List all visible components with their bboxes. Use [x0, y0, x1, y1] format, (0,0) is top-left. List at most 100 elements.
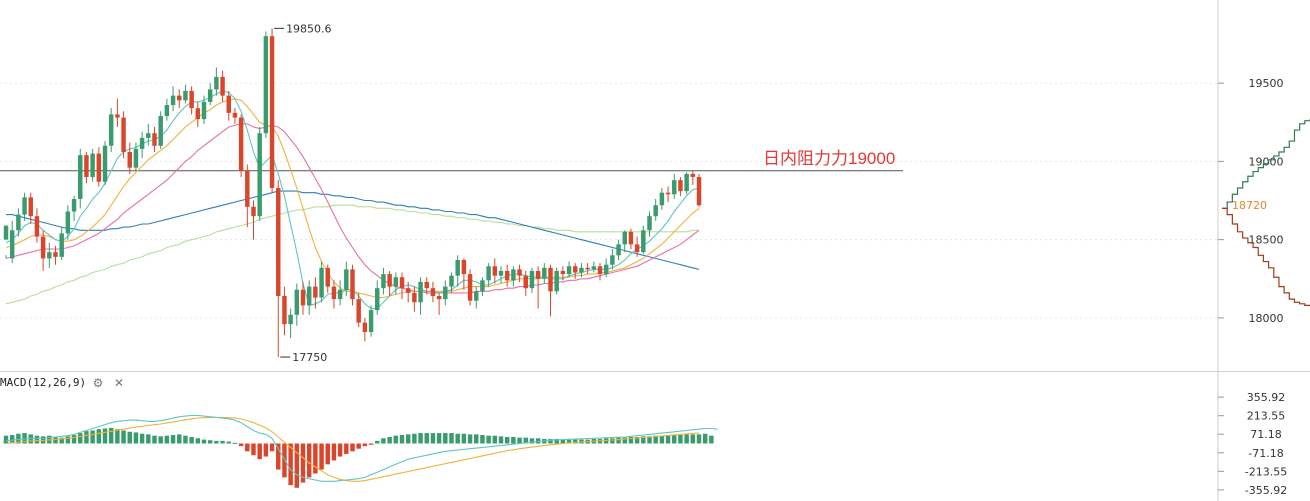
macd-histogram-bar [232, 442, 238, 444]
candle-body [653, 205, 658, 217]
macd-histogram-bar [467, 434, 473, 444]
candle [449, 272, 454, 293]
macd-histogram-bar [189, 436, 194, 444]
candle [387, 270, 392, 296]
candle-body [90, 153, 95, 178]
candle [152, 126, 157, 152]
candle [486, 263, 491, 287]
macd-histogram-bar [207, 440, 213, 444]
candle-body [647, 216, 652, 231]
min-price-label: 17750 [292, 351, 327, 364]
candle-body [102, 145, 108, 182]
candle-body [96, 153, 102, 182]
macd-histogram-bar [71, 435, 77, 444]
candle-body [616, 244, 621, 256]
candle-body [16, 214, 21, 231]
candle [195, 101, 201, 127]
candle-body [573, 266, 578, 273]
candle-body [585, 267, 590, 270]
candle-body [146, 133, 151, 138]
candle-body [53, 252, 58, 257]
macd-histogram-bar [529, 438, 535, 444]
close-icon[interactable]: ✕ [113, 376, 125, 390]
candle [424, 277, 429, 295]
macd-histogram-bar [288, 443, 293, 486]
candle [34, 208, 40, 243]
candle-body [678, 180, 683, 192]
candle-body [263, 36, 269, 134]
candle [498, 266, 504, 284]
candle [492, 258, 498, 284]
macd-histogram-bar [319, 443, 324, 470]
macd-histogram-bar [139, 433, 145, 444]
candle [554, 267, 559, 295]
candle-body [331, 286, 337, 300]
macd-histogram-bar [492, 435, 498, 444]
macd-histogram-bar [412, 433, 417, 444]
price-chart[interactable]: 18000 18500 19000 19500 19850.6 17750 18720 [0, 0, 1310, 372]
candle [121, 111, 126, 159]
candle [467, 269, 473, 306]
candle [684, 172, 689, 195]
candle [659, 188, 665, 210]
candle-body [158, 116, 163, 146]
candle-body [325, 267, 330, 287]
candle [480, 277, 485, 296]
settings-gear-icon[interactable]: ⚙ [92, 376, 104, 390]
macd-histogram-bar [659, 435, 665, 444]
candle-body [164, 105, 170, 116]
candle-body [665, 192, 671, 195]
candle [430, 281, 436, 303]
macd-histogram-bar [672, 435, 677, 444]
candle [591, 261, 597, 273]
candle [690, 170, 696, 185]
candle-body [381, 274, 386, 289]
candle [634, 236, 640, 257]
candle [616, 239, 621, 260]
macd-histogram-bar [127, 431, 132, 444]
macd-histogram-bar [622, 437, 627, 444]
candle [226, 90, 231, 121]
macd-histogram-bar [84, 431, 89, 444]
macd-histogram-bar [59, 437, 64, 444]
candle-body [59, 233, 64, 257]
macd-histogram-bar [610, 438, 615, 444]
macd-tick-label: -213.55 [1245, 465, 1287, 478]
candle [294, 283, 300, 326]
candle-body [387, 274, 392, 287]
candle-body [9, 230, 15, 259]
macd-chart[interactable]: 355.92 213.55 71.18 -71.18 -213.55 -355.92 [0, 372, 1310, 501]
macd-histogram-bar [177, 434, 182, 444]
candle [16, 208, 21, 237]
macd-histogram-bar [696, 434, 702, 444]
candle [40, 230, 46, 271]
candle [579, 263, 584, 278]
macd-histogram-bar [480, 435, 485, 444]
candle-body [492, 266, 498, 276]
candle-body [641, 230, 646, 253]
candle [96, 147, 102, 187]
candle [566, 261, 572, 278]
candle-body [139, 137, 145, 149]
candle [53, 245, 58, 265]
ma-slow2-line [6, 190, 700, 270]
candle [164, 98, 170, 121]
candle-body [306, 286, 312, 306]
candle-body [337, 289, 343, 300]
macd-histogram-bar [226, 441, 231, 444]
macd-histogram-bar [220, 440, 225, 444]
macd-histogram-bar [53, 436, 58, 444]
candle [207, 83, 213, 106]
candle [368, 305, 374, 337]
macd-histogram-bar [300, 443, 306, 483]
macd-histogram-bar [554, 438, 559, 444]
macd-histogram-bar [3, 435, 9, 444]
candle-body [127, 152, 132, 168]
candle-body [566, 266, 572, 275]
candle-body [375, 288, 380, 311]
macd-histogram-bar [133, 432, 139, 444]
macd-histogram-bar [201, 439, 207, 444]
candle-body [22, 197, 27, 215]
candle [653, 198, 658, 221]
macd-tick-label: 71.18 [1250, 428, 1282, 441]
